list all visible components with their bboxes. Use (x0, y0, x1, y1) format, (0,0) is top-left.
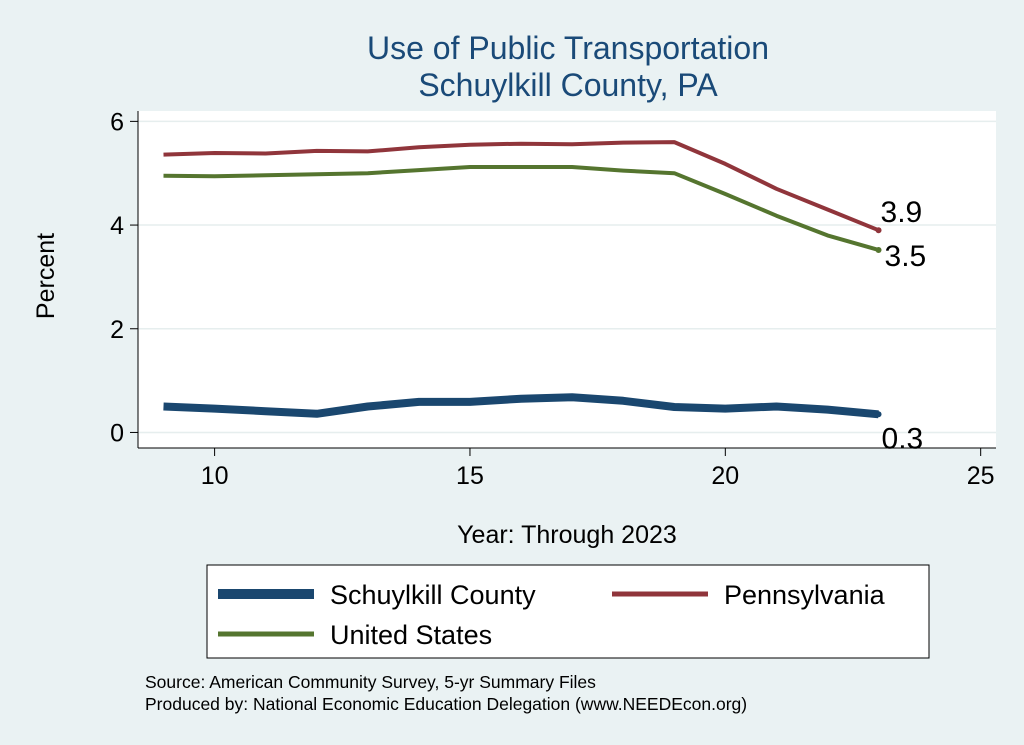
y-tick-label-1: 2 (110, 316, 124, 344)
series-lines (163, 140, 882, 419)
y-tick-label-2: 4 (110, 212, 124, 240)
chart-title-line-1: Use of Public Transportation (367, 30, 769, 66)
source-note: Source: American Community Survey, 5-yr … (145, 672, 596, 692)
y-tick-label-0: 0 (110, 419, 124, 447)
end-label-1: 3.9 (881, 196, 923, 229)
series-line-0 (163, 393, 879, 419)
y-tick-label-3: 6 (110, 108, 124, 136)
x-tick-label-2: 20 (711, 462, 739, 490)
end-label-2: 3.5 (885, 240, 927, 273)
x-tick-label-0: 10 (201, 462, 229, 490)
producer-note: Produced by: National Economic Education… (145, 694, 747, 714)
chart-title-line-2: Schuylkill County, PA (418, 67, 718, 103)
y-axis-label: Percent (32, 233, 60, 319)
axes: 0 2 4 6 10 15 20 25 (110, 108, 996, 490)
legend-box (206, 564, 930, 659)
end-label-0: 0.3 (882, 422, 924, 455)
legend-label-0: Schuylkill County (330, 580, 536, 610)
legend: Schuylkill County Pennsylvania United Stat… (218, 580, 886, 650)
x-tick-label-3: 25 (967, 462, 995, 490)
series-line-2 (163, 165, 880, 252)
series-end-point-1 (875, 227, 882, 234)
legend-label-2: United States (330, 620, 492, 650)
gridlines (138, 120, 996, 434)
series-end-point-0 (875, 411, 882, 418)
legend-label-1: Pennsylvania (724, 580, 886, 610)
x-axis-label: Year: Through 2023 (457, 521, 677, 549)
end-labels: 0.3 3.9 3.5 (881, 196, 927, 455)
series-line-1 (163, 140, 880, 233)
series-end-point-2 (875, 246, 882, 253)
x-tick-label-1: 15 (456, 462, 484, 490)
